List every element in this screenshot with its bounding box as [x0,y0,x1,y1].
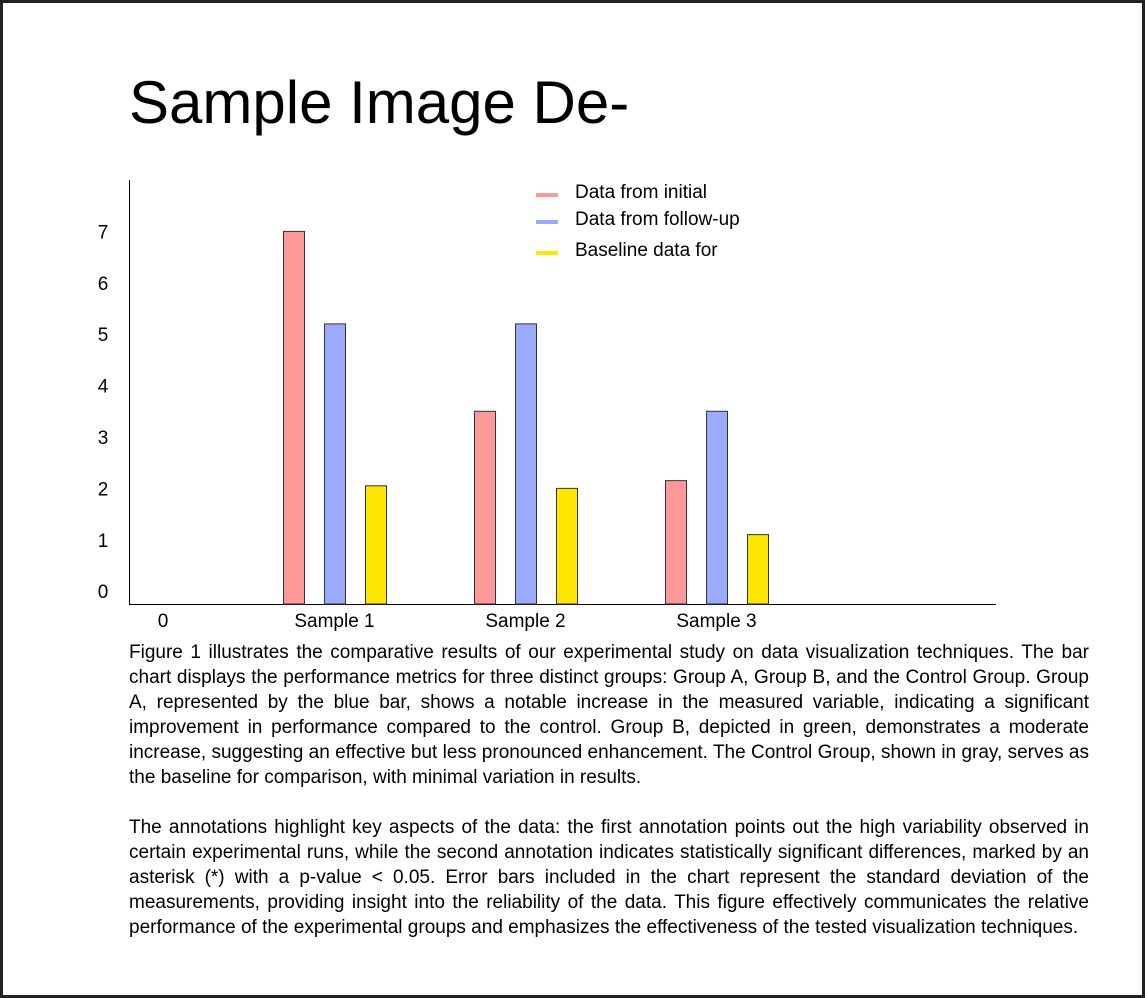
y-tick-label: 3 [98,428,109,449]
x-tick-label: Sample 1 [294,611,374,632]
bar-1-3 [665,480,687,605]
y-tick-label: 1 [98,531,109,552]
y-tick-label: 0 [98,582,109,603]
legend-label: Baseline data for [575,240,718,261]
bar-1-2 [474,410,496,605]
x-tick-label: Sample 3 [676,611,756,632]
x-tick-label: Sample 2 [485,611,565,632]
y-tick-label: 2 [98,479,109,500]
figure-caption: Figure 1 illustrates the comparative res… [129,640,1089,940]
x-axis-labels: 0 Sample 1 Sample 2 Sample 3 [158,611,757,632]
y-tick-label: 4 [98,377,109,398]
chart-legend: Data from initial Data from follow-up Base… [536,182,740,261]
caption-paragraph-1: Figure 1 illustrates the comparative res… [129,642,1089,788]
chart-bars [283,230,769,605]
y-tick-label: 7 [98,222,109,243]
legend-label: Data from initial [575,182,707,203]
bar-chart: 0 1 2 3 4 5 6 7 0 Sample 1 Sample 2 Sample 3 Data… [98,180,996,632]
bar-3-3 [747,534,769,605]
legend-swatch [536,220,558,224]
bar-1-1 [283,230,305,605]
bar-2-1 [324,323,346,605]
bar-2-2 [515,323,537,605]
caption-paragraph-2: The annotations highlight key aspects of… [129,817,1089,938]
bar-2-3 [706,410,728,605]
y-tick-label: 5 [98,325,109,346]
legend-label: Data from follow-up [575,209,740,230]
bar-3-1 [365,485,387,605]
bar-3-2 [556,487,578,605]
y-axis-ticks: 0 1 2 3 4 5 6 7 [98,222,109,603]
legend-swatch [536,193,558,197]
x-origin-label: 0 [158,611,169,632]
y-tick-label: 6 [98,274,109,295]
page-title: Sample Image De- [129,69,630,136]
legend-swatch [536,251,558,255]
